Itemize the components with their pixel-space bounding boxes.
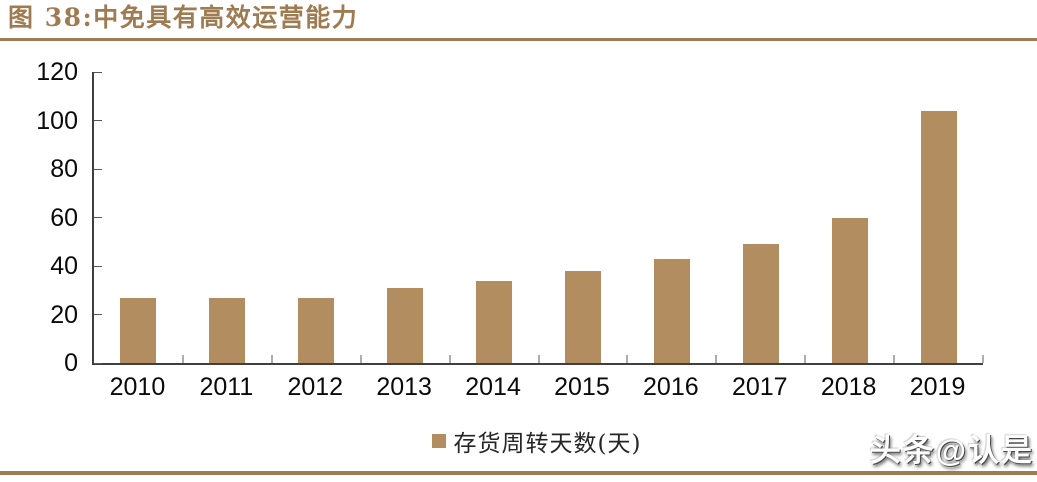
x-axis-tick-label: 2015 [554, 373, 610, 401]
bar-2011 [209, 297, 246, 363]
y-axis-tick [94, 71, 102, 73]
y-axis-tick-label: 120 [36, 58, 78, 86]
x-axis-tick [271, 355, 273, 363]
bar-2013 [387, 287, 424, 363]
y-axis-tick-label: 40 [50, 252, 78, 280]
bottom-divider-rule [0, 471, 1037, 475]
y-axis-tick-label: 100 [36, 106, 78, 135]
figure-title: 图 38:中免具有高效运营能力 [8, 3, 359, 32]
watermark: 头条@认是 [869, 433, 1034, 468]
x-axis-tick [804, 355, 806, 363]
x-axis-tick-label: 2016 [643, 373, 699, 401]
bar-2010 [120, 297, 157, 363]
x-axis-tick [360, 355, 362, 363]
y-axis-tick [94, 362, 102, 364]
x-axis-labels: 2010 2011 2012 2013 2014 2015 2016 2017 2018 2019 [93, 373, 982, 403]
x-axis-tick [893, 355, 895, 363]
x-axis-tick-label: 2018 [820, 373, 877, 401]
x-axis-tick [182, 355, 184, 363]
bar-2015 [564, 270, 601, 363]
x-axis-tick-label: 2013 [376, 373, 432, 401]
bar-2019 [920, 110, 957, 363]
y-axis-tick-label: 80 [50, 155, 78, 183]
x-axis-tick-label: 2014 [465, 373, 521, 401]
title-divider-rule [0, 38, 1037, 41]
y-axis-tick [94, 120, 102, 121]
y-axis-tick-label: 0 [64, 349, 78, 377]
x-axis-tick-label: 2019 [909, 373, 966, 401]
x-axis-tick [715, 355, 717, 363]
y-axis-tick [94, 168, 102, 170]
bar-2016 [653, 258, 690, 363]
bar-2014 [476, 280, 513, 363]
x-axis-tick [626, 355, 628, 363]
x-axis-tick-label: 2011 [199, 373, 254, 401]
x-axis-tick-label: 2012 [287, 373, 344, 401]
y-axis-tick [94, 265, 102, 267]
x-axis-tick-label: 2017 [731, 373, 788, 401]
y-axis-tick [94, 217, 102, 218]
legend-label: 存货周转天数(天) [453, 431, 642, 457]
bar-2018 [831, 217, 868, 363]
y-axis-tick-label: 20 [50, 300, 78, 329]
plot-area [92, 71, 984, 365]
y-axis-tick [94, 314, 102, 315]
x-axis-tick [538, 355, 539, 363]
x-axis-tick-label: 2010 [109, 373, 166, 401]
x-axis-tick [449, 355, 451, 363]
legend-swatch-icon [431, 434, 446, 448]
legend: 存货周转天数(天) [92, 426, 981, 457]
bar-2012 [298, 297, 335, 363]
y-axis-tick-label: 60 [50, 203, 78, 232]
x-axis-tick [982, 355, 984, 363]
bar-2017 [742, 244, 779, 363]
y-axis-labels: 0 20 40 60 80 100 120 [0, 58, 78, 377]
